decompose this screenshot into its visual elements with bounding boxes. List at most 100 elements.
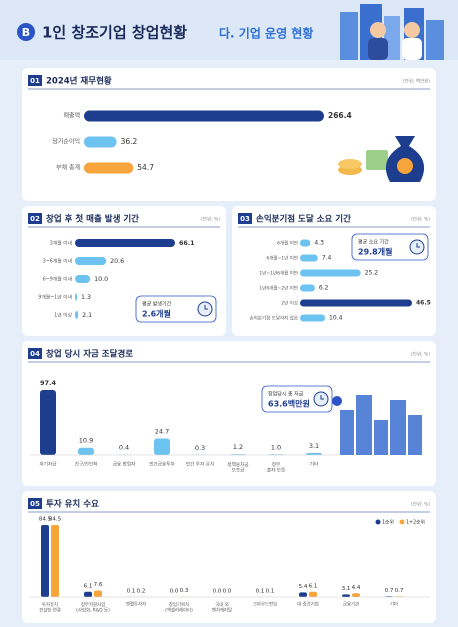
category-label: 정부 출자·보증 — [267, 461, 285, 474]
bar — [300, 314, 326, 322]
bar — [300, 254, 318, 262]
category-label: 창업기획자 (액셀러레이터) — [165, 601, 193, 613]
value-label: 6.2 — [319, 285, 329, 292]
coin — [338, 159, 362, 169]
category-label: 정책융자금 보조금 — [227, 461, 248, 474]
bar — [352, 593, 360, 597]
section-number: 05 — [30, 500, 40, 508]
callout-label: 평균 소요 기간 — [358, 239, 389, 246]
cash-stack — [366, 150, 388, 170]
header-subtitle: 다. 기업 운영 현황 — [219, 26, 313, 41]
bar — [78, 447, 94, 455]
category-label: 민간 투자 유치 — [186, 461, 214, 468]
value-label: 0.7 — [385, 588, 394, 594]
value-label: 0.4 — [119, 444, 129, 452]
value-label: 0.1 — [256, 588, 265, 594]
value-label: 0.1 — [127, 588, 136, 594]
building — [408, 415, 422, 455]
category-label: 6~9개월 이내 — [43, 276, 72, 283]
category-label: 손익분기점 도달하지 않음 — [250, 315, 298, 322]
category-label: 친구/친인척 — [75, 461, 98, 468]
bar — [84, 162, 134, 174]
category-label: 자기자금 — [40, 461, 57, 468]
coin-icon — [332, 396, 342, 406]
building — [390, 400, 406, 455]
bar — [75, 239, 175, 247]
section-number-box — [28, 498, 42, 509]
value-label: 66.1 — [179, 240, 195, 247]
value-label: 1.3 — [81, 294, 91, 301]
value-label: 10.0 — [94, 276, 108, 283]
value-label: 7.6 — [94, 582, 103, 588]
value-label: 25.2 — [365, 270, 379, 277]
category-label: 기타 — [310, 461, 319, 468]
callout-icon-hands — [320, 395, 324, 400]
money-bag-coin — [397, 158, 413, 174]
legend-label: 1+2순위 — [406, 519, 425, 526]
category-label: 1년 이상 — [54, 312, 72, 319]
category-label: 국내·외 벤처캐피탈 — [212, 601, 232, 613]
value-label: 5.4 — [299, 584, 308, 590]
bar — [84, 110, 324, 122]
card — [22, 491, 436, 623]
callout-value: 2.6개월 — [142, 309, 171, 319]
unit-label: (단위: %) — [411, 501, 430, 508]
callout-icon-hands — [416, 243, 420, 248]
value-label: 0.1 — [266, 588, 275, 594]
legend-label: 1순위 — [382, 519, 394, 526]
callout-box — [351, 233, 429, 261]
bar — [75, 257, 107, 265]
bar — [299, 592, 307, 597]
section-title: 창업 후 첫 매출 발생 기간 — [46, 214, 139, 225]
value-label: 0.7 — [395, 588, 404, 594]
section-title: 손익분기점 도달 소요 기간 — [256, 214, 351, 225]
callout-box — [261, 385, 333, 413]
callout-label: 평균 발생기간 — [142, 301, 172, 308]
category-label: 2년 이상 — [281, 300, 298, 307]
bar — [300, 299, 412, 307]
category-label: 금융 창업자 — [113, 461, 136, 468]
value-label: 0.0 — [223, 589, 232, 595]
value-label: 84.5 — [49, 517, 62, 523]
section-title: 2024년 재무현황 — [46, 76, 112, 87]
section-number: 01 — [30, 77, 40, 85]
category-label: 정부지원사업 (사업화, R&D 등) — [76, 601, 110, 613]
section-number: 04 — [30, 350, 40, 358]
building — [356, 395, 372, 455]
section-number-box — [28, 213, 42, 224]
category-label: 당기순이익 — [52, 138, 80, 146]
header-title: 1인 창조기업 창업현황 — [42, 24, 187, 42]
value-label: 6.1 — [309, 583, 318, 589]
section-number: 03 — [240, 215, 250, 223]
value-label: 46.5 — [416, 300, 431, 307]
value-label: 3.1 — [342, 586, 351, 592]
value-label: 6.1 — [84, 583, 93, 589]
callout-icon-hands — [204, 305, 208, 310]
value-label: 36.2 — [121, 137, 138, 146]
callout-box — [135, 295, 217, 323]
header-illustration — [340, 4, 444, 60]
bar — [40, 390, 56, 455]
legend-swatch — [375, 519, 381, 525]
bar — [51, 525, 59, 597]
unit-label: (단위: %) — [411, 351, 430, 358]
value-label: 20.6 — [110, 258, 124, 265]
card — [22, 68, 436, 201]
value-label: 10.4 — [329, 315, 343, 322]
bar — [300, 284, 315, 292]
category-label: 금융기관 — [343, 601, 359, 608]
category-label: 3~6개월 이내 — [43, 258, 72, 265]
header-badge — [17, 23, 35, 41]
callout-value: 63.6백만원 — [268, 399, 310, 409]
callout-label: 창업당시 총 자금 — [268, 391, 304, 398]
value-label: 0.0 — [213, 589, 222, 595]
unit-label: (단위: %) — [411, 216, 430, 223]
bar — [154, 438, 170, 455]
bar — [84, 591, 92, 597]
bar — [94, 590, 102, 597]
value-label: 54.7 — [137, 163, 154, 172]
value-label: 4.4 — [352, 585, 361, 591]
category-label: 부채 총계 — [56, 164, 80, 172]
